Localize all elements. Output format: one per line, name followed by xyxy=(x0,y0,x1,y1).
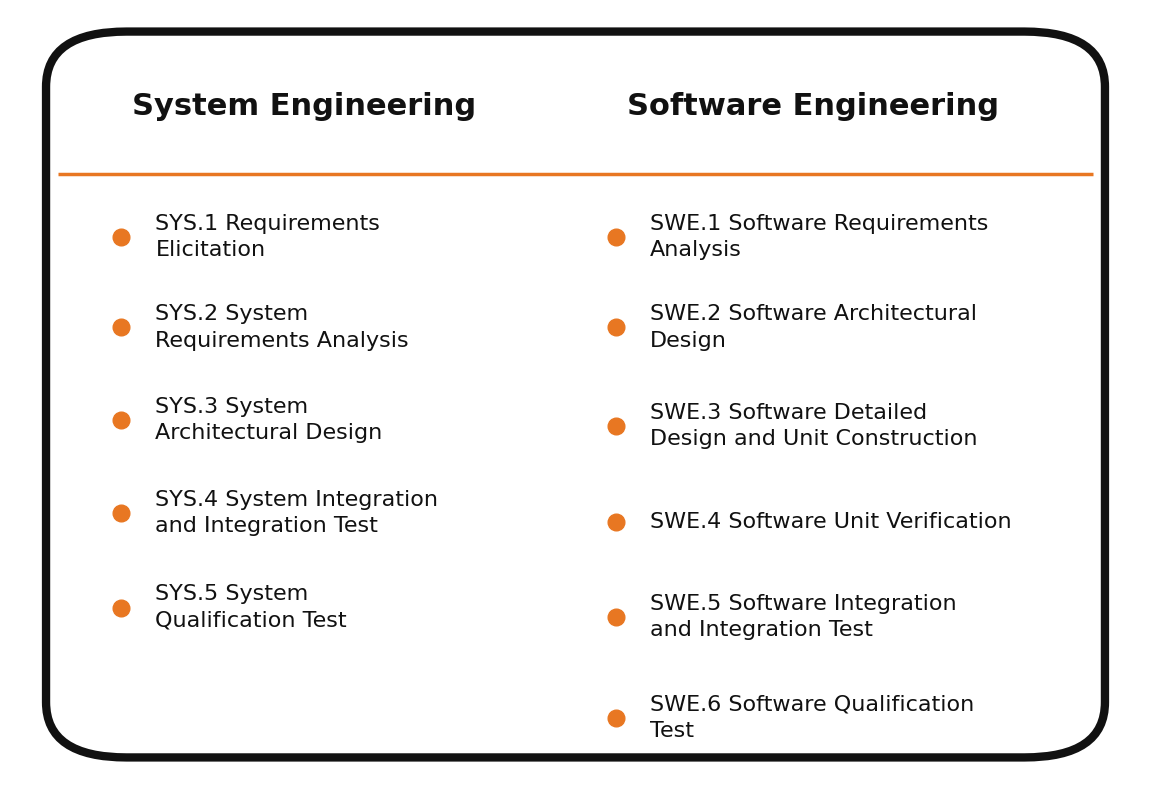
Text: SWE.5 Software Integration
and Integration Test: SWE.5 Software Integration and Integrati… xyxy=(650,594,956,640)
Text: SYS.4 System Integration
and Integration Test: SYS.4 System Integration and Integration… xyxy=(155,490,439,536)
Text: SWE.1 Software Requirements
Analysis: SWE.1 Software Requirements Analysis xyxy=(650,214,989,260)
Text: SWE.6 Software Qualification
Test: SWE.6 Software Qualification Test xyxy=(650,695,975,741)
Text: System Engineering: System Engineering xyxy=(132,92,477,121)
Text: Software Engineering: Software Engineering xyxy=(627,92,999,121)
Text: SYS.2 System
Requirements Analysis: SYS.2 System Requirements Analysis xyxy=(155,305,409,350)
Text: SYS.5 System
Qualification Test: SYS.5 System Qualification Test xyxy=(155,585,346,630)
Text: SYS.3 System
Architectural Design: SYS.3 System Architectural Design xyxy=(155,397,382,443)
Text: SWE.4 Software Unit Verification: SWE.4 Software Unit Verification xyxy=(650,512,1012,533)
Text: SYS.1 Requirements
Elicitation: SYS.1 Requirements Elicitation xyxy=(155,214,380,260)
Text: SWE.3 Software Detailed
Design and Unit Construction: SWE.3 Software Detailed Design and Unit … xyxy=(650,403,978,449)
Text: SWE.2 Software Architectural
Design: SWE.2 Software Architectural Design xyxy=(650,305,977,350)
FancyBboxPatch shape xyxy=(46,32,1105,757)
